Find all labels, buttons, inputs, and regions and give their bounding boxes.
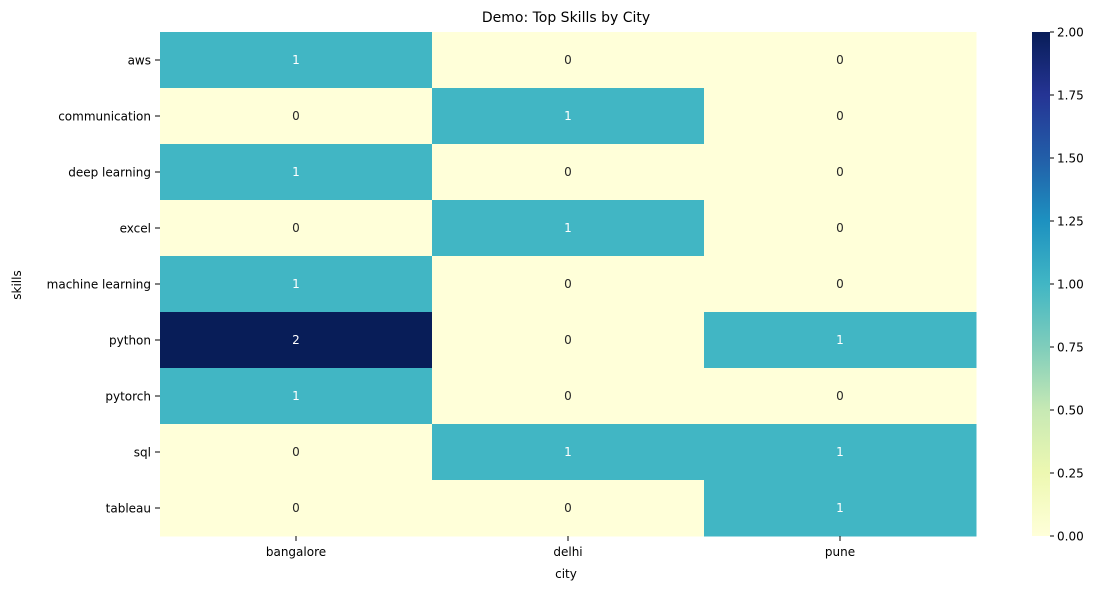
cell-value-label: 1: [564, 445, 572, 459]
colorbar-tick-label: 2.00: [1057, 26, 1084, 40]
heatmap-cell: [704, 368, 977, 425]
y-axis-label: skills: [10, 270, 24, 299]
heatmap-cell: [160, 256, 433, 313]
cell-value-label: 0: [564, 277, 572, 291]
cell-value-label: 0: [564, 53, 572, 67]
heatmap-cell: [432, 312, 705, 369]
cell-value-label: 1: [836, 445, 844, 459]
y-axis: aws communication deep learning excel machin…: [47, 54, 160, 516]
heatmap-cell: [432, 144, 705, 201]
heatmap-cell: [160, 424, 433, 481]
y-tick-label: sql: [134, 446, 151, 460]
y-tick-label: excel: [120, 222, 151, 236]
colorbar-tick-label: 1.75: [1057, 89, 1084, 103]
y-tick-label: deep learning: [68, 166, 151, 180]
y-tick-label: communication: [58, 110, 151, 124]
cell-value-label: 1: [292, 389, 300, 403]
heatmap-cell: [432, 368, 705, 425]
x-tick-label: delhi: [553, 545, 582, 559]
cell-value-label: 0: [564, 501, 572, 515]
colorbar: [1032, 32, 1050, 536]
heatmap-cell: [160, 144, 433, 201]
heatmap-cell: [432, 200, 705, 257]
cell-value-label: 0: [564, 165, 572, 179]
heatmap-cell: [704, 144, 977, 201]
colorbar-tick-label: 1.00: [1057, 278, 1084, 292]
heatmap-cell: [704, 480, 977, 537]
heatmap-cell: [432, 32, 705, 89]
cell-value-label: 1: [292, 277, 300, 291]
cell-value-label: 0: [836, 165, 844, 179]
heatmap-cell: [160, 32, 433, 89]
cell-value-label: 0: [836, 389, 844, 403]
x-axis-label: city: [555, 567, 577, 581]
heatmap-cell: [704, 312, 977, 369]
x-axis: bangalore delhi pune: [266, 536, 855, 559]
cell-value-label: 0: [836, 277, 844, 291]
heatmap-cell: [704, 200, 977, 257]
colorbar-tick-label: 0.75: [1057, 341, 1084, 355]
y-tick-label: aws: [128, 54, 151, 68]
chart-title: Demo: Top Skills by City: [482, 10, 650, 26]
cell-value-label: 0: [292, 221, 300, 235]
colorbar-tick-label: 0.00: [1057, 530, 1084, 544]
heatmap-cells: 1 0 0 0 1 0 1 0 0 0 1 0 1 0 0 2 0 1 1 0 0 0 1 1 0 0 1: [160, 32, 977, 537]
heatmap-cell: [704, 424, 977, 481]
y-tick-label: tableau: [106, 502, 151, 516]
colorbar-tick-label: 1.50: [1057, 152, 1084, 166]
cell-value-label: 0: [564, 333, 572, 347]
heatmap-cell: [160, 480, 433, 537]
heatmap-cell: [432, 256, 705, 313]
x-tick-label: bangalore: [266, 545, 326, 559]
cell-value-label: 0: [292, 109, 300, 123]
colorbar-tick-label: 1.25: [1057, 215, 1084, 229]
cell-value-label: 1: [292, 165, 300, 179]
heatmap-cell: [160, 312, 433, 369]
cell-value-label: 0: [292, 501, 300, 515]
heatmap-cell: [704, 88, 977, 145]
heatmap-cell: [160, 200, 433, 257]
heatmap-cell: [432, 88, 705, 145]
colorbar-tick-label: 0.25: [1057, 467, 1084, 481]
cell-value-label: 1: [836, 333, 844, 347]
heatmap-cell: [160, 88, 433, 145]
cell-value-label: 1: [564, 221, 572, 235]
heatmap-cell: [160, 368, 433, 425]
heatmap-cell: [432, 480, 705, 537]
x-tick-label: pune: [825, 545, 855, 559]
cell-value-label: 1: [564, 109, 572, 123]
cell-value-label: 0: [836, 109, 844, 123]
cell-value-label: 1: [292, 53, 300, 67]
y-tick-label: pytorch: [105, 390, 151, 404]
cell-value-label: 0: [292, 445, 300, 459]
cell-value-label: 0: [836, 221, 844, 235]
heatmap-cell: [704, 256, 977, 313]
cell-value-label: 1: [836, 501, 844, 515]
colorbar-axis: 0.00 0.25 0.50 0.75 1.00 1.25 1.50 1.75 2.00: [1050, 26, 1084, 544]
y-tick-label: python: [109, 334, 151, 348]
cell-value-label: 2: [292, 333, 300, 347]
heatmap-cell: [432, 424, 705, 481]
cell-value-label: 0: [836, 53, 844, 67]
colorbar-tick-label: 0.50: [1057, 404, 1084, 418]
cell-value-label: 0: [564, 389, 572, 403]
y-tick-label: machine learning: [47, 278, 151, 292]
heatmap-cell: [704, 32, 977, 89]
